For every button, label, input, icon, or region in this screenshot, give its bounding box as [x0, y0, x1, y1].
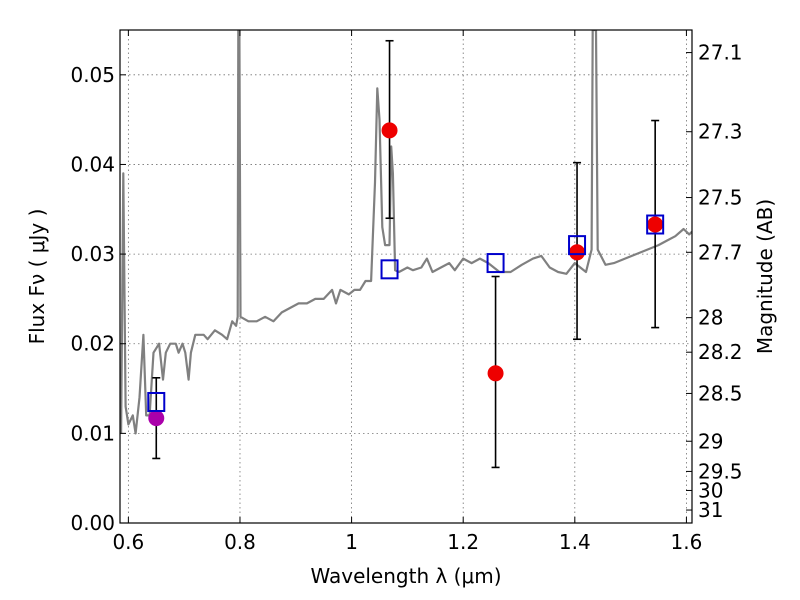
model-square	[380, 259, 399, 280]
y2-tick-label: 27.5	[698, 186, 743, 210]
y2-axis-title: Magnitude (AB)	[753, 199, 777, 354]
x-tick-label: 1.2	[447, 530, 479, 554]
y-axis-title: Flux Fν ( μJy )	[25, 209, 49, 345]
y2-tick-label: 28.5	[698, 381, 743, 405]
y-tick-label: 0.02	[70, 332, 115, 356]
y2-tick-label: 27.3	[698, 120, 743, 144]
y-tick-label: 0.04	[70, 152, 115, 176]
model-square	[568, 235, 587, 256]
grid-lines	[120, 30, 692, 524]
y2-tick-label: 27.1	[698, 41, 743, 65]
y-tick-label: 0.01	[70, 421, 115, 445]
y2-tick-label: 28.2	[698, 340, 743, 364]
x-axis-ticks: 0.6 0.8 1 1.2 1.4 1.6	[112, 30, 702, 554]
observed-point	[647, 216, 664, 233]
model-square	[646, 214, 665, 235]
observed-point	[381, 122, 398, 139]
y2-tick-label: 30	[698, 478, 723, 502]
y-tick-label: 0.03	[70, 242, 115, 266]
x-tick-label: 1.6	[671, 530, 703, 554]
y2-tick-label: 31	[698, 498, 723, 522]
y2-tick-label: 29	[698, 429, 723, 453]
y2-tick-label: 27.7	[698, 240, 743, 264]
x-axis-title: Wavelength λ (μm)	[310, 564, 501, 588]
observed-point	[487, 365, 504, 382]
observed-point	[569, 244, 586, 261]
y-tick-label: 0.05	[70, 63, 115, 87]
y2-tick-label: 29.5	[698, 459, 743, 483]
x-tick-label: 0.6	[112, 530, 144, 554]
y-tick-label: 0.00	[70, 511, 115, 535]
y-axis-ticks: 0.00 0.01 0.02 0.03 0.04 0.05	[70, 63, 126, 535]
model-squares	[147, 214, 665, 412]
x-tick-label: 1.4	[559, 530, 591, 554]
spectrum-series	[120, 30, 692, 435]
y2-tick-label: 28	[698, 306, 723, 330]
spectrum-line	[120, 30, 692, 435]
plot-frame	[119, 29, 693, 524]
observed-point	[148, 410, 165, 427]
x-tick-label: 1	[345, 530, 358, 554]
model-square	[486, 253, 505, 274]
observed-points	[148, 122, 664, 427]
x-tick-label: 0.8	[224, 530, 256, 554]
model-square	[147, 391, 166, 412]
